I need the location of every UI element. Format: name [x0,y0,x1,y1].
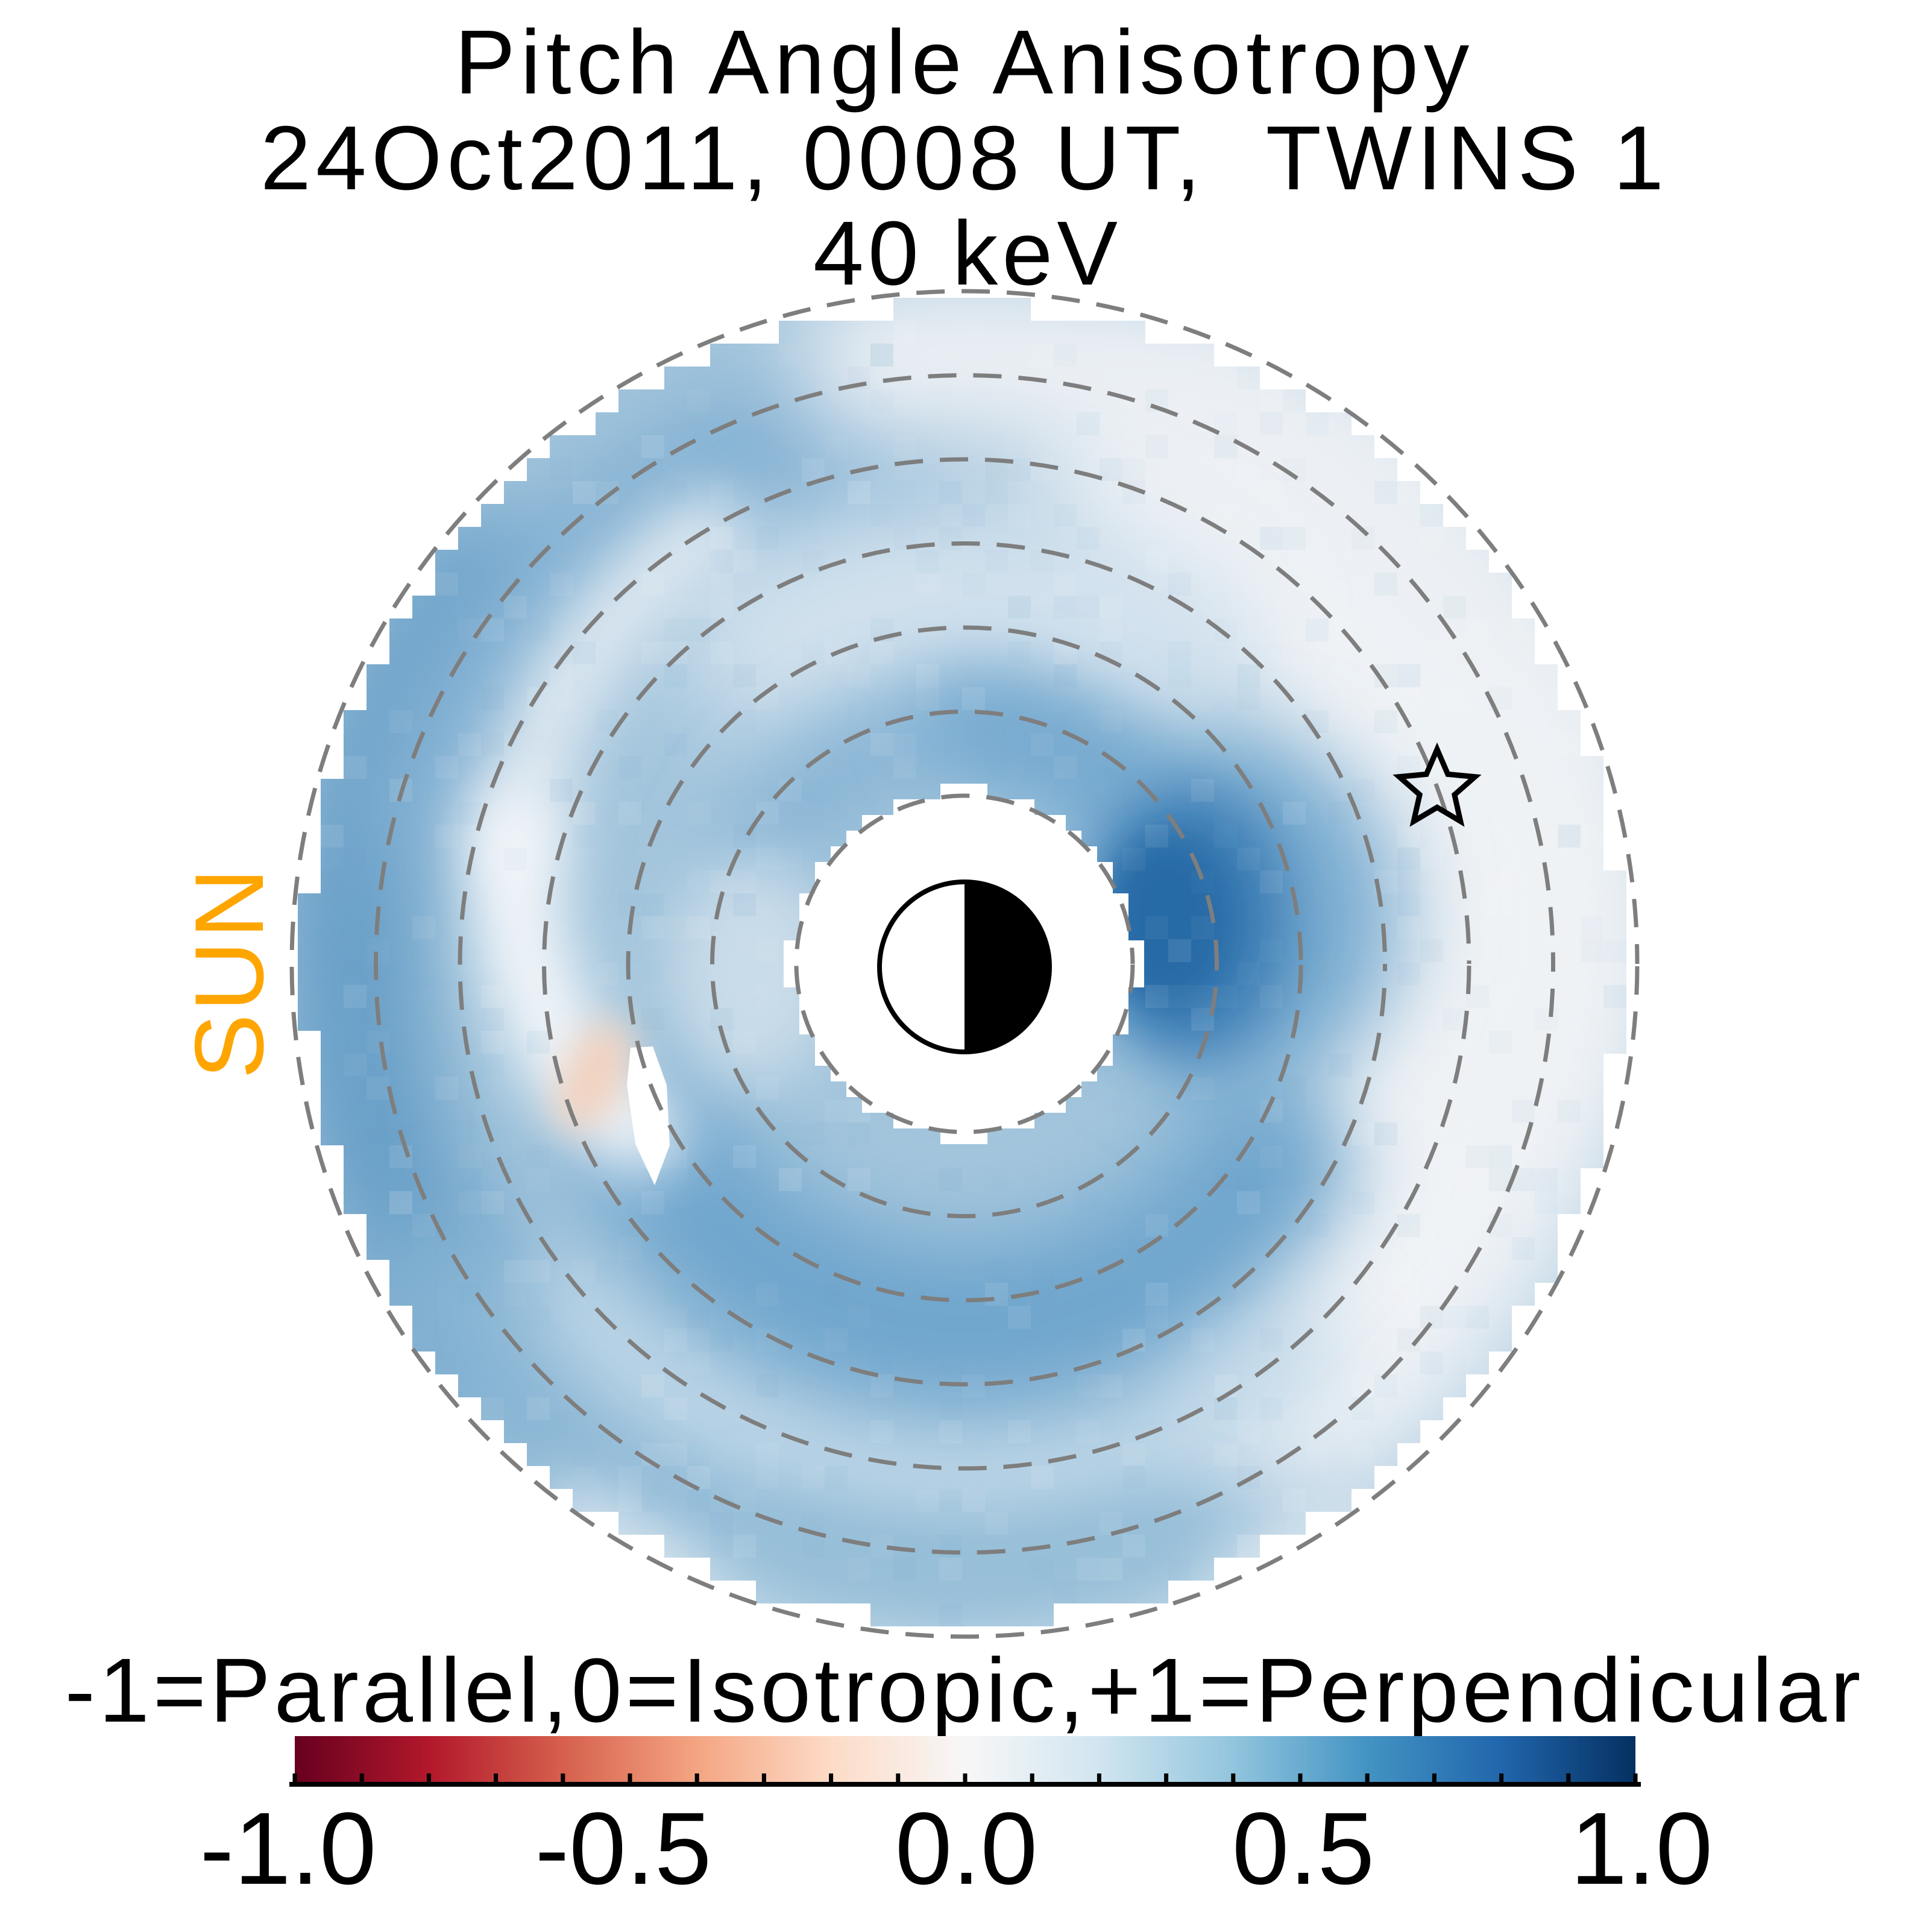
svg-text:24Oct2011, 0008 UT, TWINS 1: 24Oct2011, 0008 UT, TWINS 1 [260,107,1669,209]
svg-text:0.0: 0.0 [895,1792,1037,1906]
svg-text:Pitch Angle Anisotropy: Pitch Angle Anisotropy [455,11,1474,113]
svg-text:0.5: 0.5 [1232,1792,1374,1906]
svg-text:-1=Parallel,0=Isotropic,+1=Per: -1=Parallel,0=Isotropic,+1=Perpendicular [65,1639,1864,1741]
svg-text:-0.5: -0.5 [535,1792,712,1906]
svg-text:SUN: SUN [175,866,284,1079]
svg-text:40 keV: 40 keV [813,202,1122,304]
svg-text:1.0: 1.0 [1570,1792,1713,1906]
svg-text:-1.0: -1.0 [200,1792,377,1906]
